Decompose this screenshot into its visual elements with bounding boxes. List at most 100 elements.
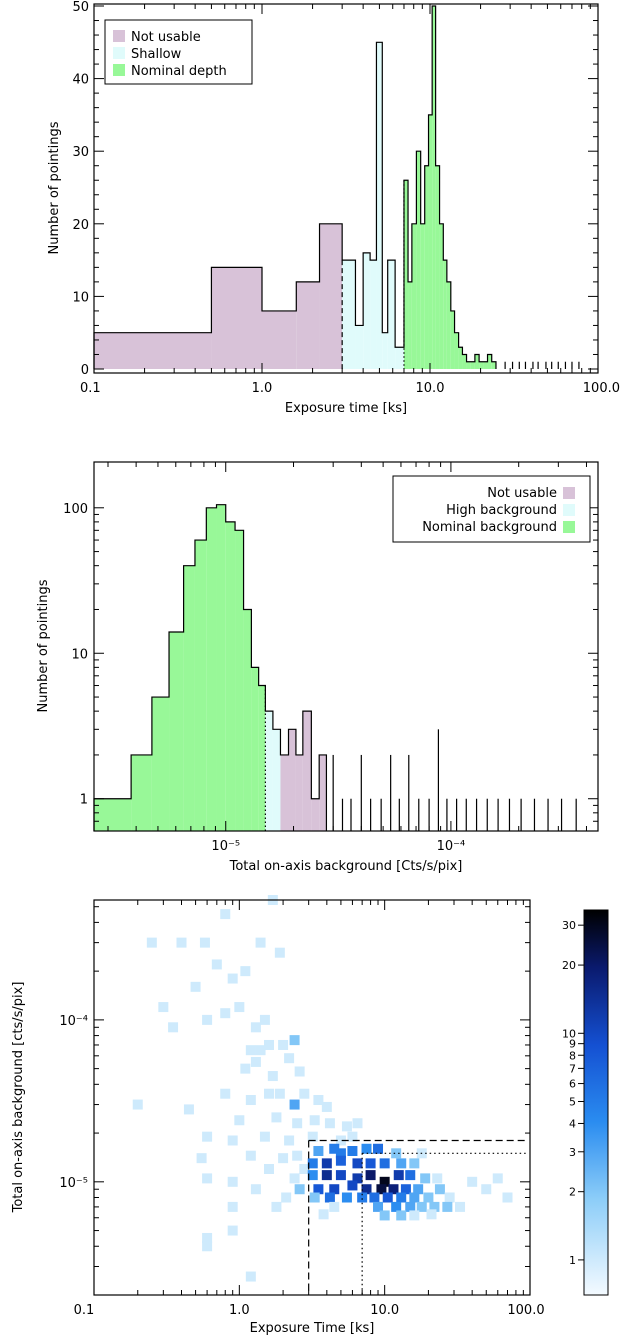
heatmap-cell <box>255 1045 266 1056</box>
nominal-background-bars <box>94 504 266 831</box>
histogram-bar <box>428 114 433 370</box>
heatmap-background <box>94 900 530 1295</box>
heatmap-cell <box>278 1153 289 1164</box>
heatmap-cell <box>357 1192 368 1203</box>
histogram-bar <box>235 530 244 831</box>
heatmap-cell <box>391 1148 402 1159</box>
heatmap-cell <box>388 1184 399 1195</box>
histogram-bar <box>454 332 459 369</box>
heatmap-cell <box>329 1143 340 1154</box>
legend-swatch-high-background <box>563 504 575 516</box>
heatmap-cell <box>263 1039 274 1050</box>
heatmap-cell <box>321 1158 332 1169</box>
histogram-bar <box>288 729 296 831</box>
colorbar-tick-label: 30 <box>562 919 576 932</box>
histogram-bar <box>302 711 312 831</box>
tick-label: 100.0 <box>507 1303 544 1318</box>
legend-swatch-nominal <box>113 64 125 76</box>
heatmap-cell <box>455 1201 466 1212</box>
heatmap-cell <box>190 981 201 992</box>
heatmap-cell <box>263 1088 274 1099</box>
histogram-bar <box>280 754 289 831</box>
legend-label-not-usable: Not usable <box>131 30 201 45</box>
heatmap-cell <box>365 1158 376 1169</box>
tick-label: 100 <box>63 502 88 517</box>
tick-label: 20 <box>72 218 89 233</box>
legend-swatch-not-usable <box>563 487 575 499</box>
histogram-bar <box>470 361 475 369</box>
heatmap-cell <box>492 1173 503 1184</box>
histogram-bar <box>424 165 429 369</box>
background-histogram-legend: Not usable High background Nominal backg… <box>392 475 591 543</box>
histogram-bar <box>296 281 320 369</box>
histogram-bar <box>94 332 212 369</box>
background-histogram-y-ticks: 1 10 100 <box>63 502 598 822</box>
heatmap-cell <box>307 1131 318 1142</box>
heatmap-cell <box>379 1158 390 1169</box>
histogram-bar <box>206 507 217 831</box>
heatmap-cell <box>409 1210 420 1221</box>
histogram-bar <box>183 565 195 831</box>
tick-label: 100.0 <box>583 381 620 396</box>
colorbar-tick-label: 6 <box>569 1078 576 1091</box>
histogram-bar <box>243 609 252 831</box>
colorbar-tick-label: 1 <box>569 1254 576 1267</box>
heatmap-cell <box>146 937 157 948</box>
heatmap-cell <box>405 1170 416 1181</box>
heatmap-cell <box>245 1095 256 1106</box>
tick-label: 10⁻⁴ <box>437 839 466 854</box>
histogram-bar <box>420 223 425 369</box>
tick-label: 10 <box>72 290 89 305</box>
heatmap-cell <box>391 1201 402 1212</box>
heatmap-cell <box>132 1099 143 1110</box>
heatmap-cell <box>250 1056 261 1067</box>
background-histogram-outline <box>93 504 328 831</box>
heatmap-cell <box>234 1115 245 1126</box>
heatmap-cell <box>220 909 231 920</box>
histogram-bar <box>311 798 320 831</box>
heatmap-cell <box>426 1209 437 1220</box>
tick-label: 10⁻⁵ <box>211 839 240 854</box>
histogram-bar <box>483 361 488 369</box>
histogram-bar <box>416 151 421 369</box>
histogram-bar <box>262 310 297 369</box>
tick-label: 10.0 <box>416 381 445 396</box>
heatmap-y-label: Total on-axis background [cts/s/pix] <box>11 982 26 1214</box>
heatmap-cell <box>294 1184 305 1195</box>
heatmap-cell <box>307 1158 318 1169</box>
tick-label: 0 <box>81 363 89 378</box>
legend-swatch-nominal-background <box>563 521 575 533</box>
heatmap-cell <box>245 1150 256 1161</box>
heatmap-x-label: Exposure Time [ks] <box>250 1321 375 1336</box>
heatmap-cell <box>309 1192 320 1203</box>
heatmap-cell <box>434 1184 445 1195</box>
heatmap-cell <box>227 1225 238 1236</box>
histogram-bar <box>251 667 259 831</box>
exposure-histogram-plot-area <box>93 5 580 370</box>
histogram-bar <box>376 42 383 370</box>
legend-box <box>104 19 253 85</box>
heatmap-cell <box>369 1192 380 1203</box>
heatmap-cell <box>365 1170 376 1181</box>
tick-label: 1.0 <box>252 381 273 396</box>
heatmap-cell <box>423 1192 434 1203</box>
histogram-bar <box>272 729 281 831</box>
histogram-bar <box>443 260 447 369</box>
colorbar-tick-label: 4 <box>569 1117 576 1130</box>
heatmap-cell <box>396 1192 407 1203</box>
colorbar <box>583 909 609 1296</box>
heatmap-cell <box>409 1158 420 1169</box>
histogram-bar <box>446 281 451 369</box>
histogram-bar <box>474 354 480 369</box>
colorbar-tick-label: 2 <box>569 1186 576 1199</box>
colorbar-tick-label: 7 <box>569 1062 576 1075</box>
exposure-histogram-x-label: Exposure time [ks] <box>285 401 407 416</box>
histogram-bar <box>450 310 455 369</box>
heatmap-cell <box>400 1184 411 1195</box>
legend-label-nominal-depth: Nominal depth <box>131 64 227 79</box>
exposure-histogram-legend: Not usable Shallow Nominal depth <box>104 19 253 85</box>
heatmap-cell <box>289 1035 300 1046</box>
histogram-bar <box>387 260 396 369</box>
histogram-bar <box>403 180 409 369</box>
